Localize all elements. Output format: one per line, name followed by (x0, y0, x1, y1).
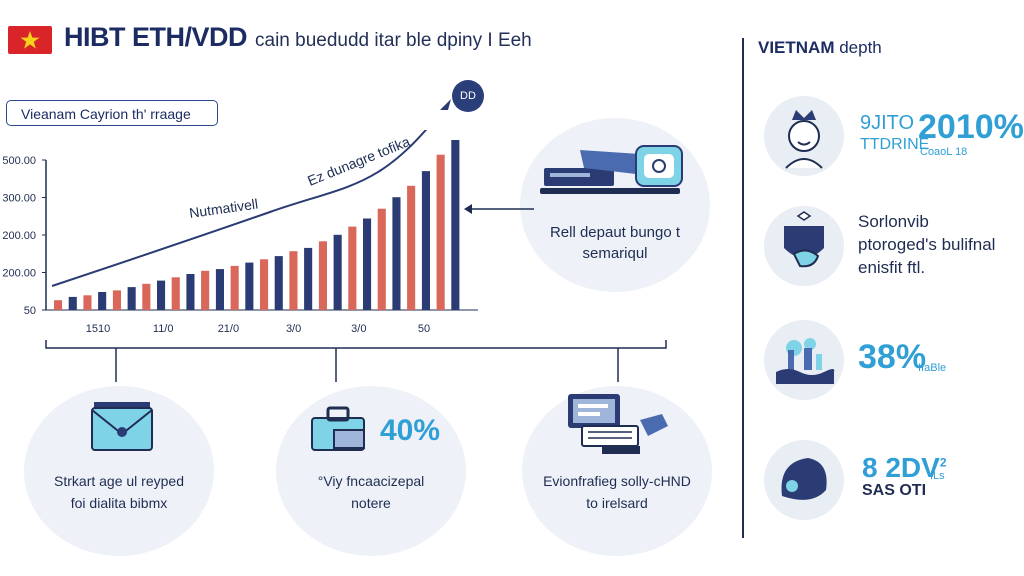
bottom-card-2-line-2: notere (351, 495, 391, 511)
x-tick-label: 50 (418, 323, 430, 335)
bottom-card-2-text: °Viy fncaacizepal notere (276, 470, 466, 514)
item-2-line-1: Sorlonvib (858, 212, 929, 231)
bottom-card-1-line-1: Strkart age ul reyped (54, 473, 184, 489)
bar (436, 154, 445, 310)
bar (260, 259, 269, 310)
bar (112, 290, 121, 310)
bar (127, 287, 136, 310)
bar (230, 265, 239, 310)
chart-pill-label: Vieanam Cayrion th' rraage (6, 100, 218, 126)
bottom-card-2-line-1: °Viy fncaacizepal (317, 473, 425, 489)
y-tick-label: 500.00 (2, 155, 36, 167)
bar (451, 140, 460, 310)
title-subtitle: cain buedudd itar ble dpiny I Eeh (255, 30, 532, 51)
item-3-small: IIaBle (918, 362, 947, 374)
middle-card-line-2: semariqul (582, 245, 648, 262)
bar (363, 218, 372, 310)
annotation-2: Ez dunagre tofika (305, 133, 412, 189)
envelope-icon (91, 402, 153, 451)
bar (289, 251, 298, 310)
page-title: HIBT ETH/VDD cain buedudd itar ble dpiny … (64, 22, 532, 53)
bar (142, 283, 151, 310)
item-2-text: Sorlonvib ptoroged's bulifnal enisfit ft… (858, 210, 995, 279)
item-2-line-3: enisfit ftl. (858, 258, 926, 277)
bar (171, 277, 180, 310)
right-title-rest: depth (834, 38, 882, 57)
bar (215, 269, 224, 310)
crowned-person-icon (764, 96, 844, 176)
bar (392, 197, 401, 310)
bar (68, 296, 77, 310)
bar (98, 292, 107, 310)
right-panel-title: VIETNAM depth (758, 38, 882, 58)
bottom-card-2 (276, 386, 466, 556)
graduation-machine-icon (540, 145, 683, 194)
item-4-bottom: SAS OTI (862, 482, 927, 499)
bottom-card-2-percent: 40% (380, 414, 441, 447)
x-tick-label: 3/0 (286, 323, 301, 335)
bracket-connector (45, 340, 667, 382)
bar (421, 171, 430, 310)
item-4-top-text: 8 2DV (862, 452, 940, 483)
bar (333, 234, 342, 310)
bar (377, 208, 386, 310)
bar (304, 247, 313, 310)
annotation-1: Nutmativell (188, 195, 259, 220)
right-title-bold: VIETNAM (758, 38, 835, 57)
bottom-card-3-text: Evionfrafieg solly-cHND to irelsard (522, 470, 712, 514)
vietnam-flag-icon (8, 26, 52, 54)
item-1-percent: 2010% (918, 108, 1024, 146)
dome-icon (764, 440, 844, 520)
bar (407, 185, 416, 310)
bottom-card-3-line-2: to irelsard (586, 495, 648, 511)
item-1-bottom: TTDRINE (860, 136, 930, 153)
y-tick-label: 200.00 (2, 268, 36, 280)
arrow-head-icon (440, 99, 451, 110)
middle-card-text: Rell depaut bungo t semariqul (520, 222, 710, 264)
laptop-hand-icon (568, 394, 668, 454)
bottom-card-1-text: Strkart age ul reyped foi dialita bibmx (24, 470, 214, 514)
bar (245, 262, 254, 310)
item-4-sup: 2 (939, 455, 947, 470)
x-tick-label: 11/0 (153, 323, 174, 335)
item-2-line-2: ptoroged's bulifnal (858, 235, 996, 254)
bar (54, 300, 63, 310)
bar (318, 241, 327, 310)
y-tick-label: 200.00 (2, 230, 36, 242)
item-3-percent: 38% (858, 338, 927, 376)
x-tick-label: 21/0 (218, 323, 239, 335)
toolbox-icon (311, 406, 365, 451)
bar (348, 226, 357, 310)
bar-chart: 500.00 300.00 200.00 200.00 50 1510 11/0 21/0 3… (2, 130, 478, 335)
bottom-card-1-line-2: foi dialita bibmx (70, 495, 168, 511)
chart-badge: DD (452, 80, 484, 112)
item-1-small: CoaoL 18 (920, 146, 968, 158)
item-4-top: 8 2DV2 (862, 452, 947, 484)
bar (186, 274, 195, 310)
bar (274, 256, 283, 310)
x-tick-label: 1510 (86, 323, 110, 335)
title-main: HIBT ETH/VDD (64, 22, 248, 52)
item-4-small: ILs (930, 470, 945, 482)
item-1-top: 9JITO (860, 112, 915, 134)
y-tick-label: 50 (24, 305, 36, 317)
water-city-icon (764, 320, 844, 400)
pointer-arrow-icon (464, 204, 534, 214)
vertical-divider (742, 38, 744, 538)
bar (201, 270, 210, 310)
shield-hand-icon (764, 206, 844, 286)
x-tick-label: 3/0 (351, 323, 366, 335)
bottom-card-3-line-1: Evionfrafieg solly-cHND (543, 473, 691, 489)
middle-card-line-1: Rell depaut bungo t (549, 224, 681, 241)
bar (83, 295, 92, 310)
y-tick-label: 300.00 (2, 193, 36, 205)
bar (157, 280, 166, 310)
